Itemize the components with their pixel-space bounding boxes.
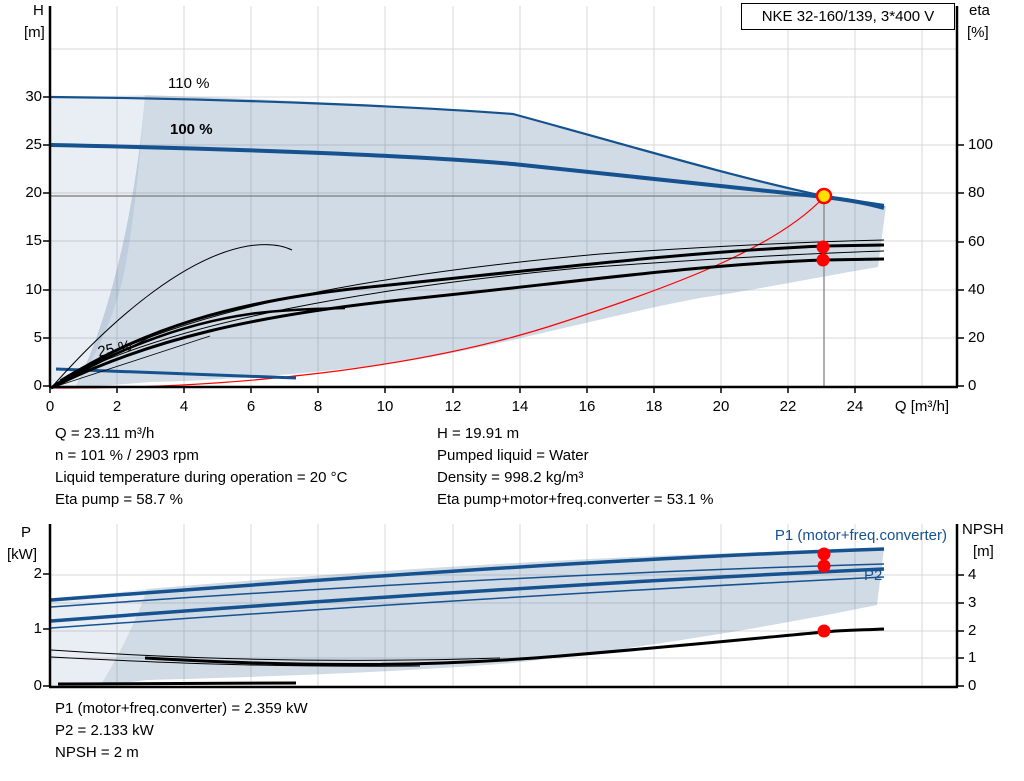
q-tick-24: 24: [846, 398, 864, 415]
pump-title-box: NKE 32-160/139, 3*400 V: [741, 3, 955, 30]
h-tick-30: 30: [25, 88, 42, 105]
npsh-duty-dot: [817, 624, 831, 638]
info-liquid-temp: Liquid temperature during operation = 20…: [55, 469, 348, 486]
eta-total-duty-dot: [816, 253, 830, 267]
q-tick-20: 20: [712, 398, 730, 415]
p-25pct-flat-curve: [57, 681, 297, 686]
top-chart-envelope: [51, 95, 886, 388]
info-eta-pump: Eta pump = 58.7 %: [55, 491, 183, 508]
npsh-thin-1: [50, 649, 501, 661]
q-tick-10: 10: [376, 398, 394, 415]
qh-duty-point: [815, 187, 833, 205]
p-tick-1: 1: [33, 620, 42, 637]
top-chart-axes: [43, 6, 964, 393]
eta-fan-line-2: [50, 335, 211, 389]
curve-label-p2: P2: [864, 567, 883, 584]
info-pumped-liquid: Pumped liquid = Water: [437, 447, 589, 464]
curve-label-100pct: 100 %: [170, 121, 213, 138]
curve-label-p1: P1 (motor+freq.converter): [774, 527, 947, 544]
npsh-axis-ticks: [957, 574, 964, 687]
q-tick-8: 8: [313, 398, 323, 415]
eta-thick-arc-small: [50, 306, 346, 390]
eta-pump-curve: [50, 243, 885, 390]
eta-tick-0: 0: [968, 377, 977, 394]
h-tick-15: 15: [25, 232, 42, 249]
curve-110pct: [50, 95, 885, 207]
info-npsh: NPSH = 2 m: [55, 744, 139, 761]
h-tick-0: 0: [33, 377, 42, 394]
p2-100pct-curve: [50, 576, 885, 629]
q-axis-label: Q [m³/h]: [894, 398, 950, 415]
h-axis-label: H: [33, 2, 44, 19]
q-tick-2: 2: [112, 398, 122, 415]
eta-axis-unit: [%]: [967, 24, 989, 41]
npsh-tick-4: 4: [968, 566, 977, 583]
eta-total-curve: [50, 257, 885, 390]
q-tick-18: 18: [645, 398, 663, 415]
p-tick-0: 0: [33, 677, 42, 694]
p-tick-2: 2: [33, 565, 42, 582]
npsh-tick-1: 1: [968, 649, 977, 666]
eta-axis-ticks: [957, 144, 964, 387]
npsh-tick-2: 2: [968, 622, 977, 639]
h-axis-ticks: [43, 96, 50, 387]
q-tick-4: 4: [179, 398, 189, 415]
p2-duty-dot: [817, 559, 831, 573]
eta-tick-20: 20: [968, 329, 985, 346]
eta-tick-80: 80: [968, 184, 985, 201]
p-axis-unit: [kW]: [7, 546, 37, 563]
power-curves: [50, 547, 885, 629]
h-tick-10: 10: [25, 281, 42, 298]
q-tick-12: 12: [444, 398, 462, 415]
curve-label-110pct: 110 %: [168, 75, 210, 92]
eta-total-thin: [54, 250, 885, 385]
info-h: H = 19.91 m: [437, 425, 520, 442]
npsh-tick-3: 3: [968, 594, 977, 611]
eta-thin-arc-small: [50, 244, 293, 389]
info-p1: P1 (motor+freq.converter) = 2.359 kW: [55, 700, 308, 717]
h-tick-5: 5: [33, 329, 42, 346]
p1-duty-dot: [817, 547, 831, 561]
p2-curve: [50, 563, 885, 608]
eta-pump-duty-dot: [816, 240, 830, 254]
p1-upper-curve: [50, 547, 885, 602]
q-tick-22: 22: [779, 398, 797, 415]
q-tick-6: 6: [246, 398, 256, 415]
bottom-chart-axes: [43, 524, 964, 689]
q-tick-0: 0: [45, 398, 55, 415]
h-tick-25: 25: [25, 136, 42, 153]
envelope-light-region: [51, 589, 147, 686]
npsh-axis-label: NPSH: [962, 521, 1004, 538]
q-tick-16: 16: [578, 398, 596, 415]
eta-tick-40: 40: [968, 281, 985, 298]
duty-point-dots: [815, 187, 833, 638]
eta-curves: [50, 239, 885, 390]
p1-100pct-curve: [50, 567, 885, 623]
envelope-light-region: [51, 95, 145, 388]
h-tick-20: 20: [25, 184, 42, 201]
info-eta-total: Eta pump+motor+freq.converter = 53.1 %: [437, 491, 714, 508]
info-p2: P2 = 2.133 kW: [55, 722, 154, 739]
duty-point-crosshair: [51, 195, 825, 386]
h-axis-unit: [m]: [24, 24, 45, 41]
eta-tick-60: 60: [968, 233, 985, 250]
p-axis-label: P: [21, 524, 32, 541]
envelope-dark-region: [75, 95, 886, 388]
info-q: Q = 23.11 m³/h: [55, 425, 155, 442]
q-tick-14: 14: [511, 398, 529, 415]
p-axis-ticks: [43, 573, 50, 687]
eta-tick-100: 100: [968, 136, 994, 153]
eta-pump-thin: [59, 239, 885, 381]
x-axis-ticks: [49, 387, 856, 393]
npsh-axis-unit: [m]: [973, 543, 994, 560]
info-n: n = 101 % / 2903 rpm: [55, 447, 199, 464]
npsh-thin-2: [50, 656, 421, 667]
info-density: Density = 998.2 kg/m³: [437, 469, 584, 486]
eta-axis-label: eta: [969, 2, 990, 19]
npsh-tick-0: 0: [968, 677, 977, 694]
